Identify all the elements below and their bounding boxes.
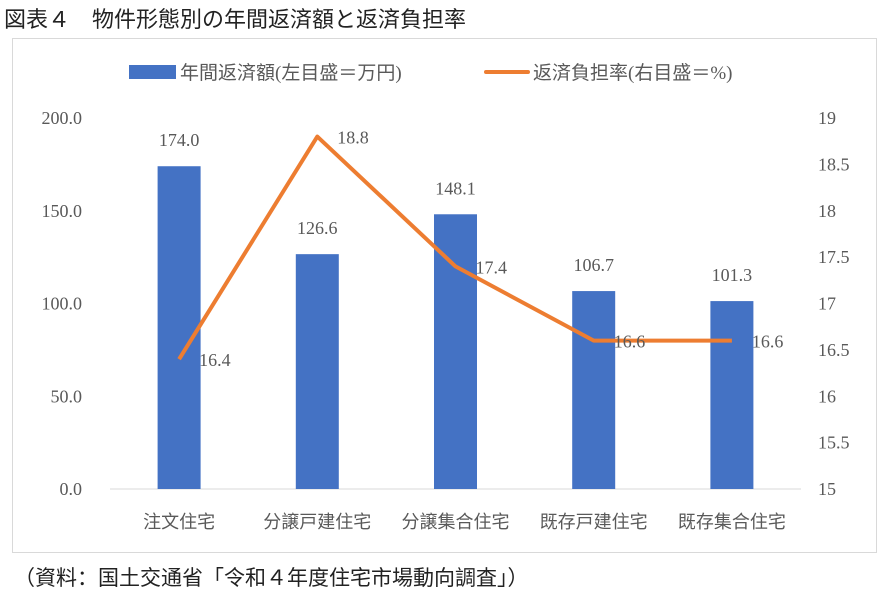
source-note: （資料：国土交通省「令和４年度住宅市場動向調査」）: [14, 566, 529, 590]
bar-data-label: 101.3: [712, 265, 753, 285]
line-data-label: 16.4: [199, 350, 231, 370]
bar: [572, 291, 616, 489]
x-tick-label: 既存戸建住宅: [540, 512, 648, 532]
line-data-label: 16.6: [752, 332, 784, 352]
y-right-tick-label: 16: [818, 386, 836, 406]
y-left-tick-label: 200.0: [42, 108, 83, 128]
bar: [157, 166, 201, 490]
y-left-tick-label: 50.0: [51, 386, 83, 406]
x-tick-label: 分譲戸建住宅: [263, 512, 371, 532]
y-right-tick-label: 15.5: [818, 433, 850, 453]
chart-frame: [12, 38, 877, 553]
y-right-tick-label: 17.5: [818, 247, 850, 267]
y-right-tick-label: 17: [818, 294, 836, 314]
bar-data-label: 148.1: [435, 178, 476, 198]
bar-data-label: 174.0: [159, 130, 200, 150]
y-left-tick-label: 100.0: [42, 294, 83, 314]
bar-data-label: 106.7: [573, 255, 614, 275]
legend-bar-swatch: [129, 65, 176, 79]
y-right-tick-label: 16.5: [818, 340, 850, 360]
x-tick-label: 分譲集合住宅: [402, 512, 510, 532]
legend-line-label: 返済負担率(右目盛＝%): [533, 62, 732, 84]
bar: [434, 214, 477, 489]
y-left-tick-label: 150.0: [42, 201, 83, 221]
x-tick-label: 既存集合住宅: [678, 512, 786, 532]
y-left-tick-label: 0.0: [60, 479, 83, 499]
y-right-tick-label: 19: [818, 108, 836, 128]
y-right-tick-label: 15: [818, 479, 836, 499]
line-data-label: 18.8: [337, 128, 369, 148]
legend-bar-label: 年間返済額(左目盛＝万円): [180, 62, 402, 84]
y-right-tick-label: 18.5: [818, 154, 850, 174]
bar: [295, 254, 339, 489]
y-right-tick-label: 18: [818, 201, 836, 221]
bar: [710, 301, 754, 489]
page-title: 図表４ 物件形態別の年間返済額と返済負担率: [4, 7, 467, 32]
line-series: [177, 134, 732, 361]
x-tick-label: 注文住宅: [143, 512, 215, 532]
line-data-label: 17.4: [476, 257, 508, 277]
line-data-label: 16.6: [614, 332, 646, 352]
bar-data-label: 126.6: [297, 218, 338, 238]
